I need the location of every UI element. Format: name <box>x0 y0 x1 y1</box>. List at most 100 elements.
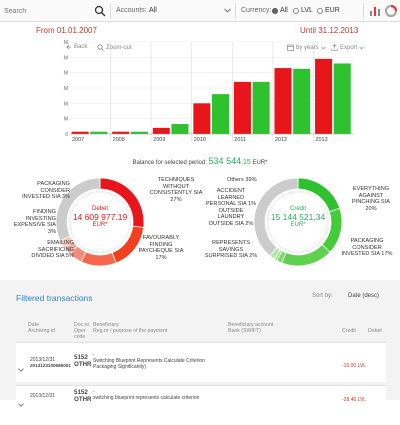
tick-ring <box>70 230 72 231</box>
chevron-down-icon[interactable] <box>18 359 24 377</box>
tick-ring <box>307 250 308 252</box>
x-tick-label: 2009 <box>153 137 165 143</box>
tick-ring <box>313 247 314 249</box>
label-line: 20% <box>344 206 398 213</box>
label-line: 3% <box>8 229 56 236</box>
tick-ring <box>92 250 93 252</box>
tick-ring <box>109 192 110 194</box>
tick-ring <box>314 246 315 248</box>
label-line: INVESTING <box>8 216 56 223</box>
sort-label: Sort by: <box>312 293 333 299</box>
tick-ring <box>320 241 322 243</box>
donut-slice[interactable] <box>282 245 330 266</box>
label-line: ACCIDENT <box>200 188 262 195</box>
tick-ring <box>121 242 123 244</box>
header-doc[interactable]: Doc.nr.Oper.code <box>74 322 90 341</box>
tick-ring <box>321 239 323 240</box>
tick-ring <box>76 202 78 204</box>
back-button[interactable]: Back <box>66 44 87 50</box>
bar[interactable] <box>253 82 270 134</box>
x-tick-label: 2007 <box>72 137 84 143</box>
bar[interactable] <box>293 69 310 134</box>
label-line: FINDING <box>8 209 56 216</box>
radio-dot <box>293 8 299 14</box>
tick-ring <box>319 200 321 202</box>
tick-ring <box>73 237 75 238</box>
label-line: OUTSIDE SIA 2% <box>200 221 262 228</box>
label-line: CONSIDER <box>336 245 398 252</box>
search-input[interactable] <box>4 4 104 18</box>
tick-ring <box>72 236 74 237</box>
header-credit[interactable]: Credit <box>342 328 356 334</box>
chevron-down-icon[interactable] <box>18 394 24 412</box>
tick-ring <box>273 203 275 204</box>
currency-radio-eur[interactable]: EUR <box>317 7 340 14</box>
tick-ring <box>275 200 277 202</box>
accounts-select[interactable]: All <box>149 7 157 14</box>
bar[interactable] <box>153 128 170 134</box>
tick-ring <box>109 250 110 252</box>
pie-chart-icon[interactable] <box>384 4 398 18</box>
credit-label-others: Others 39% <box>227 177 257 184</box>
debit-amount: 14 609 977.19 <box>60 212 140 222</box>
tick-ring <box>271 237 273 238</box>
bar[interactable] <box>171 124 188 134</box>
export-button[interactable]: Export <box>331 44 364 51</box>
label-line: DIVIDED SIA 5% <box>6 253 74 260</box>
tick-ring <box>277 244 279 246</box>
bar[interactable] <box>131 132 148 134</box>
x-tick-label: 2008 <box>113 137 125 143</box>
tick-ring <box>279 197 281 199</box>
donut-slice[interactable] <box>81 252 116 266</box>
y-tick-label: 0 <box>65 132 68 138</box>
bar[interactable] <box>193 103 210 134</box>
tick-ring <box>317 244 319 246</box>
x-tick-label: 2011 <box>234 137 246 143</box>
bar[interactable] <box>90 132 107 134</box>
balance-amount: 534 544 <box>209 156 242 166</box>
tick-ring <box>81 197 83 199</box>
zoom-out-button[interactable]: Zoom-out <box>97 44 132 51</box>
bar-chart-icon[interactable] <box>368 4 382 18</box>
tick-ring <box>282 195 283 197</box>
tick-ring <box>107 250 108 252</box>
chevron-down-icon[interactable] <box>224 8 231 13</box>
tick-ring <box>118 245 120 247</box>
bar[interactable] <box>112 132 129 134</box>
label-line: EXPENSIVE SIA <box>8 222 56 229</box>
label-line: PINCHING SIA <box>344 199 398 206</box>
bar[interactable] <box>315 59 332 134</box>
tick-ring <box>279 245 281 247</box>
tick-ring <box>122 202 124 204</box>
header-debet[interactable]: Debet <box>368 328 382 334</box>
bar[interactable] <box>334 63 351 134</box>
sort-select[interactable]: Date (desc) <box>348 293 379 299</box>
by-years-select[interactable]: by years <box>287 44 326 51</box>
tick-ring <box>267 228 269 229</box>
row-archive-id: 2013123100686001 <box>30 363 71 369</box>
bar[interactable] <box>234 82 251 134</box>
bar[interactable] <box>274 68 291 134</box>
currency-radio-all[interactable]: All <box>272 7 288 14</box>
bar[interactable] <box>72 132 89 134</box>
bar[interactable] <box>212 94 229 134</box>
divider <box>363 3 364 19</box>
tick-ring <box>84 195 85 197</box>
tick-ring <box>314 196 315 198</box>
arrow-left-icon <box>66 44 72 50</box>
tick-ring <box>92 191 93 193</box>
tick-ring <box>268 230 270 231</box>
currency-radio-lvl[interactable]: LVL <box>293 7 313 14</box>
balance-decimals: ,15 <box>241 159 251 166</box>
tick-ring <box>115 195 116 197</box>
tick-ring <box>269 234 271 235</box>
search-icon[interactable] <box>94 5 106 17</box>
table-row[interactable]: 2013/12/31 5152 OTHR - switching bluepri… <box>16 385 386 425</box>
tick-ring <box>116 246 117 248</box>
table-row[interactable]: 2013/12/31 2013123100686001 5152 OTHR - … <box>16 342 386 382</box>
